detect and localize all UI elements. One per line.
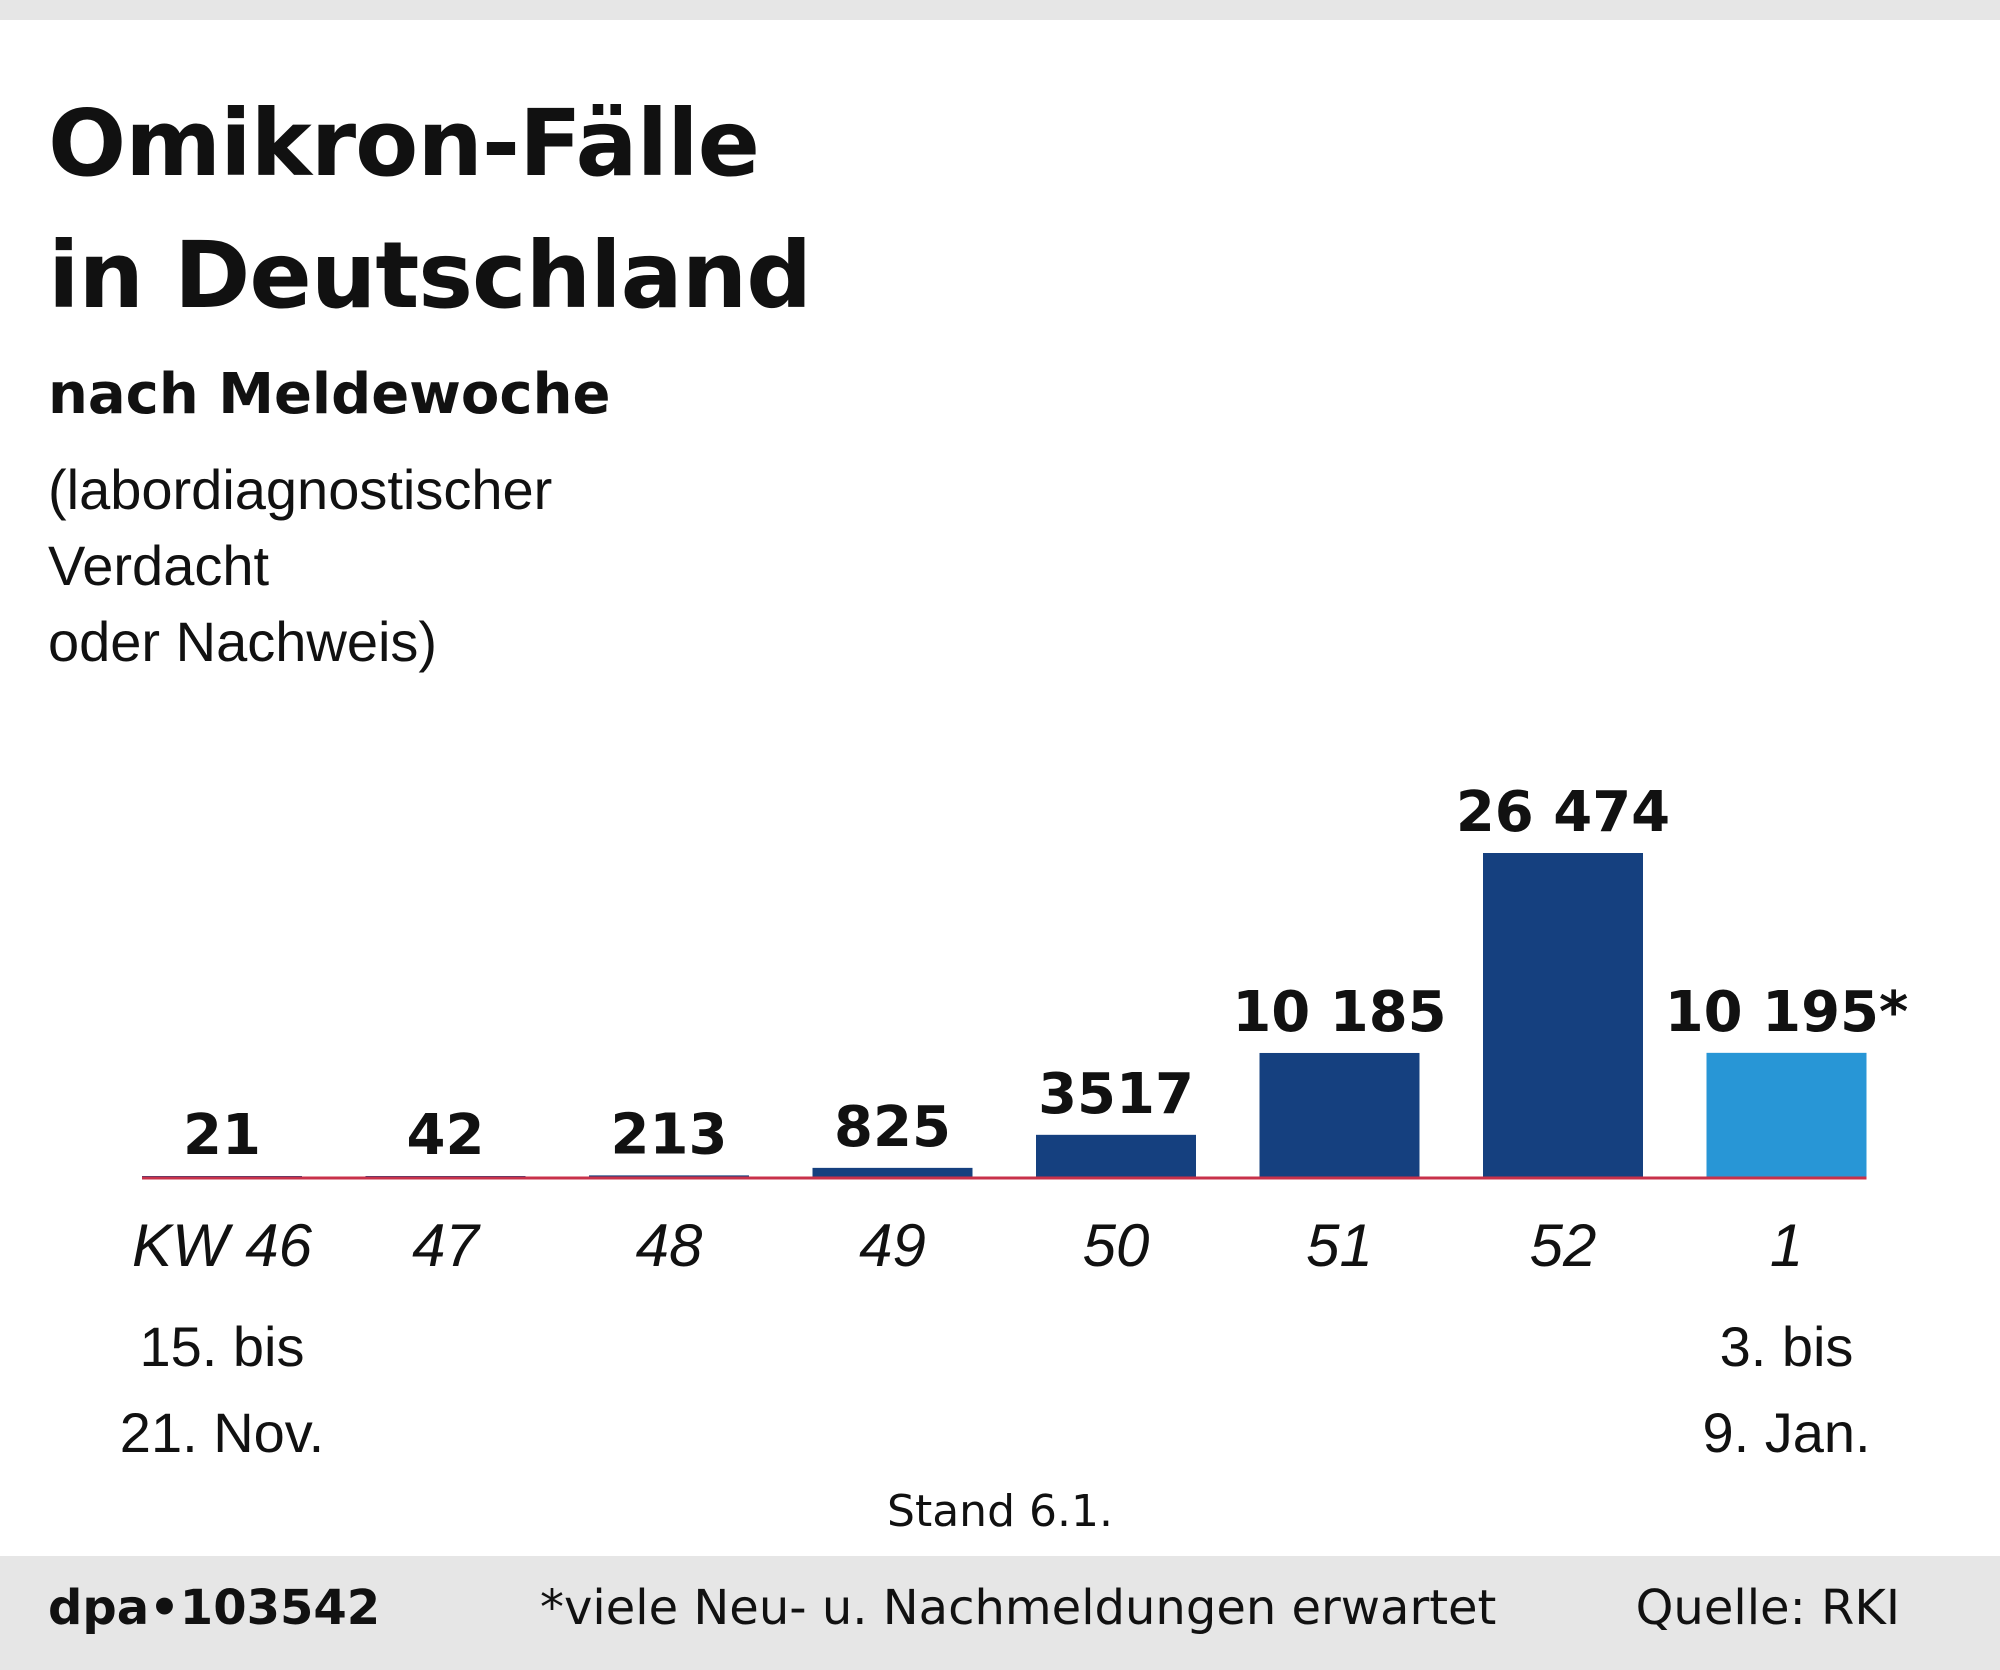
bar-chart: 21 KW 46 15. bis 21. Nov. 42 47 213 48 825 49 3517… [120,780,1909,1464]
chart-note: (labordiagnostischer Verdacht oder Nachw… [48,452,728,680]
value-label-5: 3517 [1038,1062,1194,1127]
value-label-4: 825 [834,1095,951,1160]
category-label-2: 47 [412,1212,481,1279]
bar-4 [812,1167,973,1178]
title-line-1: Omikron-Fälle [48,90,760,197]
value-label-8: 10 195* [1665,980,1909,1045]
note-line-1: (labordiagnostischer Verdacht [48,458,553,597]
bar-6 [1259,1052,1420,1178]
value-label-7: 26 474 [1456,780,1670,845]
category-label-8: 1 [1770,1212,1803,1279]
top-band [0,0,2000,20]
date-range-8-line-2: 9. Jan. [1702,1401,1870,1464]
category-label-4: 49 [859,1212,926,1279]
footer-bar: dpa•103542 *viele Neu- u. Nachmeldungen … [0,1556,2000,1670]
bar-5 [1036,1134,1196,1178]
title-line-2: in Deutschland [48,222,812,329]
stand-date: Stand 6.1. [887,1486,1113,1537]
bar-7 [1483,853,1643,1178]
category-label-7: 52 [1530,1212,1597,1279]
category-label-6: 51 [1306,1212,1373,1279]
date-range-8-line-1: 3. bis [1720,1315,1854,1378]
category-label-1: KW 46 [132,1212,313,1279]
note-line-2: oder Nachweis) [48,610,438,673]
value-label-3: 213 [611,1102,728,1167]
date-range-1-line-1: 15. bis [140,1315,305,1378]
value-label-2: 42 [407,1103,485,1168]
value-label-6: 10 185 [1232,980,1446,1045]
chart-title: Omikron-Fälle in Deutschland [48,78,812,342]
category-label-3: 48 [636,1212,703,1279]
date-range-1-line-2: 21. Nov. [120,1401,324,1464]
value-label-1: 21 [183,1103,261,1168]
source-credit: Quelle: RKI [1635,1580,1900,1636]
footnote: *viele Neu- u. Nachmeldungen erwartet [540,1580,1497,1636]
category-label-5: 50 [1083,1212,1150,1279]
chart-subtitle: nach Meldewoche [48,362,611,427]
bar-8 [1706,1052,1867,1178]
dpa-id: dpa•103542 [48,1580,381,1636]
